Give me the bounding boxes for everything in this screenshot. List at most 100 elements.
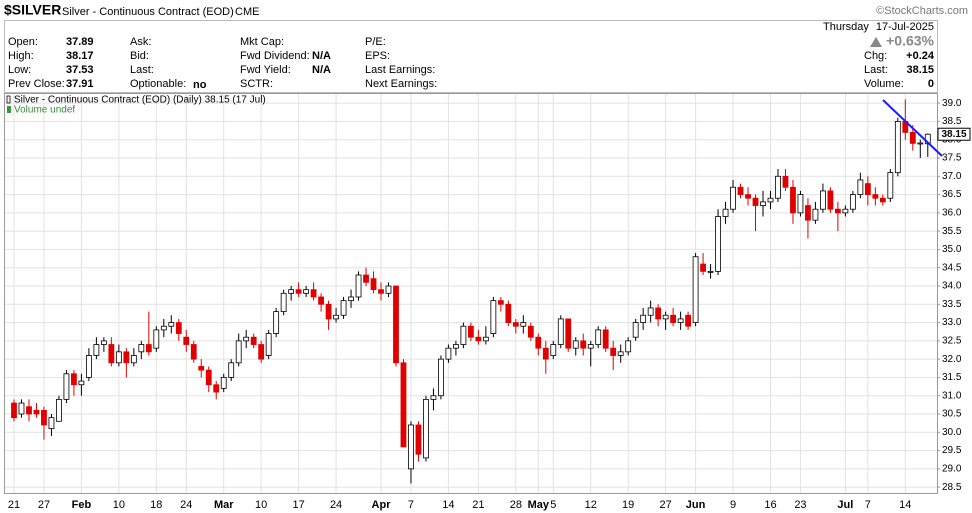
candle-body bbox=[198, 366, 205, 371]
candle-body bbox=[258, 344, 265, 360]
candle-body bbox=[400, 362, 407, 448]
candle-body bbox=[909, 132, 916, 144]
candle-body bbox=[647, 307, 654, 316]
candle-body bbox=[565, 318, 572, 349]
candle-body bbox=[917, 142, 924, 145]
candle-body bbox=[123, 351, 130, 364]
volume-icon bbox=[7, 106, 11, 113]
candle-body bbox=[887, 172, 894, 199]
candle-body bbox=[385, 285, 392, 294]
candle-body bbox=[640, 314, 647, 323]
x-tick-label: May bbox=[528, 499, 550, 511]
last-price: 38.15 bbox=[941, 129, 966, 140]
x-tick-label: 7 bbox=[408, 499, 414, 511]
candle-body bbox=[602, 329, 609, 349]
candle-body bbox=[363, 274, 369, 283]
y-tick-label: 31.5 bbox=[942, 372, 962, 383]
candle-body bbox=[100, 340, 107, 345]
y-tick-label: 36.5 bbox=[942, 189, 962, 200]
candle-body bbox=[535, 336, 542, 349]
y-tick-label: 35.5 bbox=[942, 226, 962, 237]
candle-body bbox=[700, 263, 706, 272]
candle-body bbox=[288, 289, 295, 294]
candle-body bbox=[408, 424, 414, 470]
candle-body bbox=[63, 373, 70, 400]
candle-body bbox=[790, 186, 796, 214]
candle-body bbox=[737, 186, 744, 195]
quote-value: 38.17 bbox=[66, 50, 94, 62]
y-tick-label: 30.0 bbox=[942, 427, 962, 438]
x-tick-label: 14 bbox=[899, 499, 911, 511]
quote-label: Chg: bbox=[864, 50, 887, 62]
x-tick-label: 27 bbox=[38, 499, 50, 511]
x-tick-label: 7 bbox=[865, 499, 871, 511]
brand: ©StockCharts.com bbox=[876, 5, 968, 17]
quote-label: Low: bbox=[8, 64, 31, 76]
y-tick-label: 38.5 bbox=[942, 116, 962, 127]
candle-body bbox=[183, 336, 190, 345]
y-tick-label: 28.5 bbox=[942, 482, 962, 493]
last-price-box bbox=[937, 127, 971, 141]
candle-body bbox=[782, 175, 789, 188]
candle-body bbox=[213, 384, 220, 393]
candle-body bbox=[580, 340, 587, 349]
candle-body bbox=[333, 314, 339, 320]
quote-label: Optionable: bbox=[130, 78, 186, 90]
candle-body bbox=[93, 344, 100, 356]
trend-line bbox=[882, 99, 943, 157]
change-pct: +0.63% bbox=[886, 33, 934, 49]
candle-body bbox=[370, 278, 377, 291]
quote-label: High: bbox=[8, 50, 34, 62]
x-tick-label: 10 bbox=[113, 499, 125, 511]
candle-body bbox=[138, 344, 145, 353]
candle-body bbox=[595, 329, 602, 345]
candle-body bbox=[677, 318, 684, 323]
y-tick-label: 35.0 bbox=[942, 244, 962, 255]
candle-body bbox=[715, 216, 721, 272]
candle-body bbox=[415, 424, 422, 455]
candle-body bbox=[355, 274, 362, 298]
candle-body bbox=[857, 179, 864, 195]
candle-body bbox=[692, 256, 699, 323]
x-tick-label: 16 bbox=[764, 499, 776, 511]
instrument-name: Silver - Continuous Contract (EOD) bbox=[62, 6, 234, 18]
y-tick-label: 34.5 bbox=[942, 262, 962, 273]
y-tick-label: 34.0 bbox=[942, 281, 962, 292]
candle-body bbox=[490, 300, 497, 334]
quote-label: EPS: bbox=[365, 50, 390, 62]
candle-body bbox=[348, 296, 354, 302]
candle-body bbox=[849, 194, 856, 210]
x-tick-label: Apr bbox=[372, 499, 392, 511]
symbol: $SILVER bbox=[4, 2, 61, 18]
candle-body bbox=[617, 351, 624, 356]
candle-body bbox=[11, 402, 17, 419]
candle-body bbox=[325, 303, 332, 320]
x-tick-label: 27 bbox=[660, 499, 672, 511]
x-tick-label: Mar bbox=[214, 499, 234, 511]
quote-value: 37.53 bbox=[66, 64, 94, 76]
candle-body bbox=[423, 398, 429, 459]
axis-labels: 28.5 29.0 29.5 30.0 30.5 31.0 31.5 32.0 32.5 33.0… bbox=[8, 98, 971, 511]
x-tick-label: Feb bbox=[72, 499, 92, 511]
x-tick-label: 19 bbox=[622, 499, 634, 511]
quote-value: 37.91 bbox=[66, 78, 94, 90]
candle-body bbox=[827, 190, 834, 210]
y-tick-label: 32.5 bbox=[942, 336, 962, 347]
candle-body bbox=[430, 395, 437, 400]
candle-body bbox=[393, 285, 399, 364]
quote-value: 38.15 bbox=[906, 64, 934, 76]
x-tick-label: 21 bbox=[472, 499, 484, 511]
quote-value: +0.24 bbox=[906, 50, 935, 62]
candle-body bbox=[482, 336, 489, 342]
up-arrow bbox=[870, 37, 882, 47]
candle-body bbox=[820, 190, 826, 210]
candle-body bbox=[220, 377, 227, 389]
plot-area bbox=[4, 93, 938, 494]
candle-body bbox=[475, 336, 482, 342]
x-tick-label: 12 bbox=[585, 499, 597, 511]
candle-body bbox=[56, 398, 62, 422]
x-tick-label: 21 bbox=[8, 499, 20, 511]
y-tick-label: 37.0 bbox=[942, 171, 962, 182]
quote-value: 37.89 bbox=[66, 36, 94, 48]
